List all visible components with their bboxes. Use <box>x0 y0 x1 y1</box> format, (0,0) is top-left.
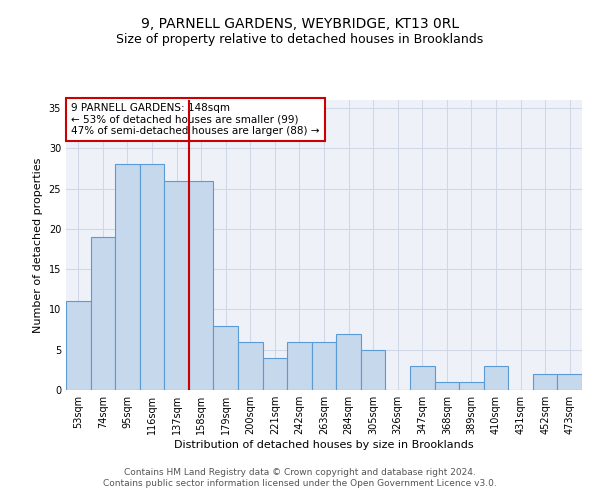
Text: 9 PARNELL GARDENS: 148sqm
← 53% of detached houses are smaller (99)
47% of semi-: 9 PARNELL GARDENS: 148sqm ← 53% of detac… <box>71 103 320 136</box>
Bar <box>336 334 361 390</box>
X-axis label: Distribution of detached houses by size in Brooklands: Distribution of detached houses by size … <box>174 440 474 450</box>
Bar <box>312 342 336 390</box>
Bar <box>189 180 214 390</box>
Bar <box>66 302 91 390</box>
Bar <box>263 358 287 390</box>
Bar <box>115 164 140 390</box>
Bar <box>434 382 459 390</box>
Bar <box>410 366 434 390</box>
Bar <box>287 342 312 390</box>
Bar <box>484 366 508 390</box>
Text: 9, PARNELL GARDENS, WEYBRIDGE, KT13 0RL: 9, PARNELL GARDENS, WEYBRIDGE, KT13 0RL <box>141 18 459 32</box>
Bar <box>238 342 263 390</box>
Bar <box>214 326 238 390</box>
Text: Size of property relative to detached houses in Brooklands: Size of property relative to detached ho… <box>116 32 484 46</box>
Bar <box>361 350 385 390</box>
Bar <box>459 382 484 390</box>
Y-axis label: Number of detached properties: Number of detached properties <box>33 158 43 332</box>
Bar <box>91 237 115 390</box>
Bar <box>557 374 582 390</box>
Text: Contains HM Land Registry data © Crown copyright and database right 2024.
Contai: Contains HM Land Registry data © Crown c… <box>103 468 497 487</box>
Bar <box>164 180 189 390</box>
Bar <box>533 374 557 390</box>
Bar <box>140 164 164 390</box>
